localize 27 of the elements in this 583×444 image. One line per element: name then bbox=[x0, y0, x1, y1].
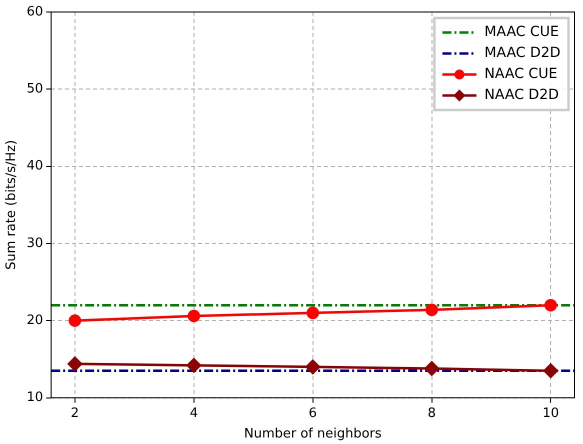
point bbox=[188, 310, 200, 322]
x-tick-label: 4 bbox=[190, 406, 198, 421]
point bbox=[68, 356, 82, 372]
x-tick-label: 2 bbox=[70, 406, 80, 421]
y-tick-label: 10 bbox=[26, 390, 44, 406]
legend-label: NAAC CUE bbox=[484, 66, 558, 82]
x-tick-label: 6 bbox=[308, 406, 317, 421]
point bbox=[543, 364, 558, 378]
y-axis-title: Sum rate (bits/s/Hz) bbox=[4, 140, 20, 270]
legend-label: NAAC D2D bbox=[484, 87, 559, 104]
y-tick-label: 40 bbox=[26, 158, 44, 174]
legend-label: MAAC CUE bbox=[484, 24, 559, 40]
point bbox=[424, 361, 440, 376]
legend-label: MAAC D2D bbox=[484, 45, 561, 62]
y-tick-label: 60 bbox=[26, 4, 44, 20]
point bbox=[306, 306, 320, 320]
point bbox=[544, 298, 557, 312]
x-axis-title: Number of neighbors bbox=[244, 426, 382, 442]
point bbox=[68, 314, 82, 327]
point bbox=[186, 358, 202, 373]
y-tick-label: 30 bbox=[26, 236, 44, 251]
y-tick-label: 50 bbox=[26, 82, 44, 97]
point bbox=[306, 360, 320, 374]
y-tick-label: 20 bbox=[26, 313, 44, 328]
x-tick-label: 10 bbox=[542, 406, 559, 421]
point bbox=[426, 304, 438, 316]
x-tick-label: 8 bbox=[428, 406, 436, 421]
